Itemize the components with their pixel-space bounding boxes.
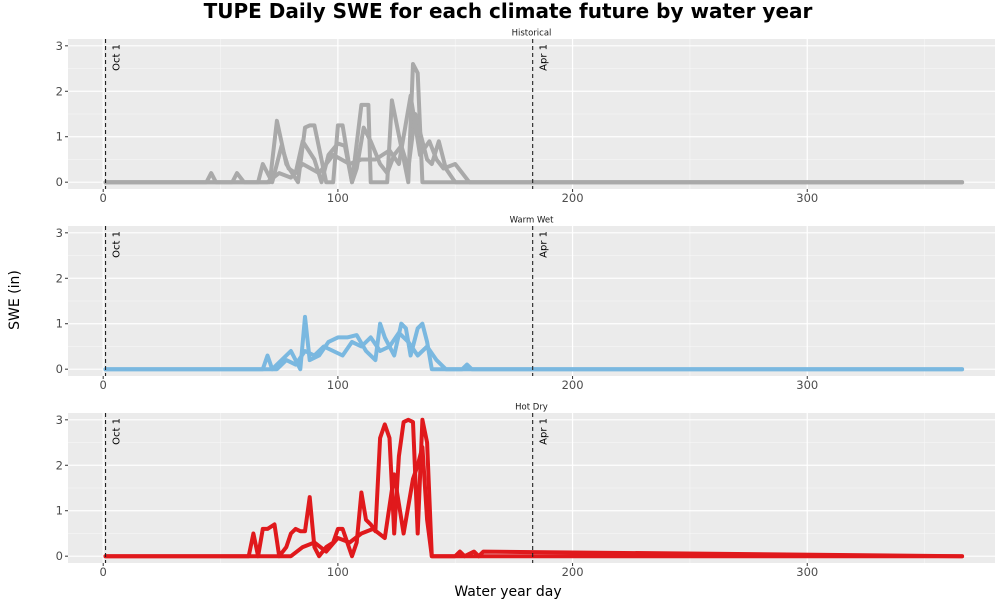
x-axis-title: Water year day (454, 584, 561, 600)
reference-label-oct-1: Oct 1 (112, 44, 123, 71)
panel-hot-dry: Hot Dry 0 100 200 300 0 1 2 3 Oct 1 Apr 1 (56, 401, 995, 579)
x-tick-label: 200 (562, 378, 584, 392)
panel-strip-label: Hot Dry (515, 403, 548, 413)
y-tick-label: 0 (56, 175, 63, 189)
y-tick-label: 1 (56, 317, 63, 331)
strip-bg (68, 401, 995, 413)
y-tick-label: 2 (56, 84, 63, 98)
y-tick-label: 1 (56, 504, 63, 518)
reference-label-apr-1: Apr 1 (539, 418, 550, 445)
x-tick-label: 300 (796, 565, 818, 579)
x-tick-label: 100 (327, 378, 349, 392)
x-tick-label: 100 (327, 565, 349, 579)
y-tick-label: 0 (56, 362, 63, 376)
x-tick-label: 100 (327, 191, 349, 205)
y-tick-label: 3 (56, 413, 63, 427)
panel-strip-label: Historical (512, 29, 552, 39)
x-tick-label: 200 (562, 565, 584, 579)
panel-historical: Historical 0 100 200 300 0 1 2 3 Oct 1 Apr 1 (56, 27, 995, 205)
x-tick-label: 0 (100, 565, 107, 579)
reference-label-apr-1: Apr 1 (539, 231, 550, 258)
series-line-historical-1 (103, 62, 965, 185)
y-tick-label: 3 (56, 226, 63, 240)
series-line-historical-3 (103, 93, 965, 185)
y-tick-label: 3 (56, 39, 63, 53)
panel-warm-wet: Warm Wet 0 100 200 300 0 1 2 3 Oct 1 Apr 1 (56, 214, 995, 392)
reference-label-apr-1: Apr 1 (539, 44, 550, 71)
x-tick-label: 300 (796, 191, 818, 205)
x-tick-label: 200 (562, 191, 584, 205)
y-axis-title: SWE (in) (7, 270, 23, 330)
y-tick-label: 2 (56, 271, 63, 285)
x-tick-label: 0 (100, 191, 107, 205)
series-line-warm-wet-1 (103, 314, 965, 372)
series-line-warm-wet-2 (103, 330, 965, 372)
strip-bg (68, 27, 995, 39)
y-tick-label: 0 (56, 549, 63, 563)
y-tick-label: 2 (56, 458, 63, 472)
reference-label-oct-1: Oct 1 (112, 231, 123, 258)
y-tick-label: 1 (56, 130, 63, 144)
chart-title: TUPE Daily SWE for each climate future b… (204, 0, 813, 23)
panel-strip-label: Warm Wet (510, 216, 555, 226)
series-line-hot-dry-2 (103, 445, 965, 559)
x-tick-label: 300 (796, 378, 818, 392)
reference-label-oct-1: Oct 1 (112, 418, 123, 445)
x-tick-label: 0 (100, 378, 107, 392)
series-line-historical-2 (103, 112, 965, 185)
strip-bg (68, 214, 995, 226)
